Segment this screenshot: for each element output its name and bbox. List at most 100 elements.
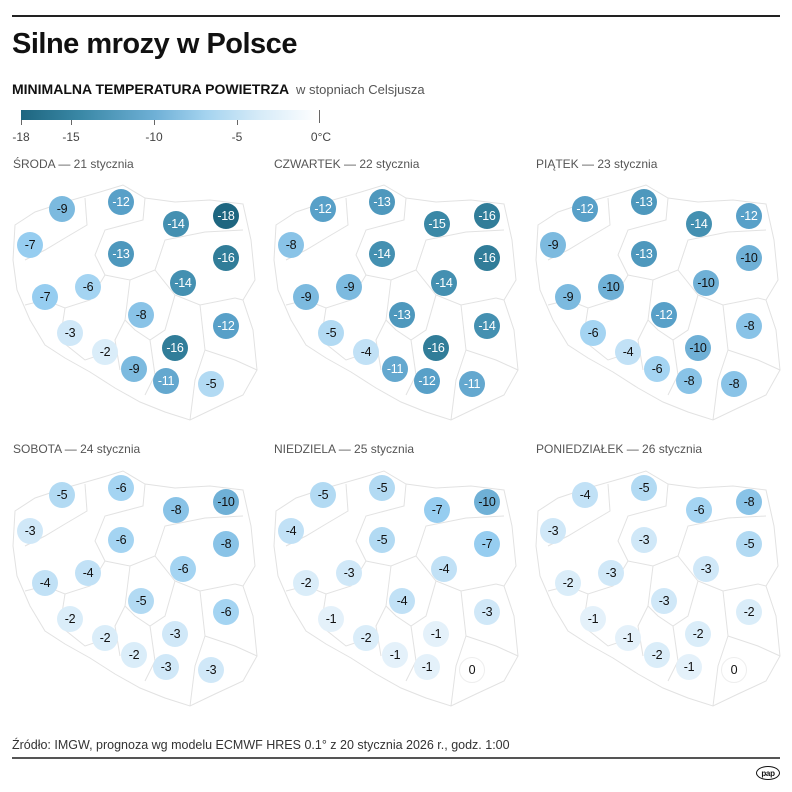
temperature-marker: -16 [213,245,239,271]
panel-title: PONIEDZIAŁEK — 26 stycznia [536,442,703,456]
temperature-marker: -12 [572,196,598,222]
subtitle-strong: MINIMALNA TEMPERATURA POWIETRZA [12,81,290,97]
temperature-marker: -14 [369,241,395,267]
legend-tick [21,120,22,125]
temperature-marker: -2 [685,621,711,647]
panel-title: ŚRODA — 21 stycznia [13,157,134,171]
temperature-marker: -12 [651,302,677,328]
panel-title: PIĄTEK — 23 stycznia [536,157,658,171]
color-legend: -18 -15 -10 -5 0°C [12,110,331,150]
temperature-marker: -6 [108,475,134,501]
temperature-marker: -12 [213,313,239,339]
temperature-marker: -8 [213,531,239,557]
temperature-marker: -5 [310,482,336,508]
temperature-marker: -15 [424,211,450,237]
temperature-marker: -3 [598,560,624,586]
temperature-marker: -13 [108,241,134,267]
temperature-marker: -14 [686,211,712,237]
temperature-marker: -7 [424,497,450,523]
temperature-map: -12 -13 -14 -12 -9 -13 -10 -10 -10 -9 -12 -8 -6 -4 -10… [528,180,790,430]
temperature-marker: -8 [163,497,189,523]
temperature-marker: -2 [353,625,379,651]
temperature-marker: -4 [572,482,598,508]
top-rule [12,15,780,17]
temperature-marker: -8 [736,313,762,339]
temperature-marker: -2 [644,642,670,668]
temperature-marker: -9 [49,196,75,222]
temperature-marker: -6 [580,320,606,346]
temperature-marker: -6 [75,274,101,300]
legend-label: -5 [231,130,243,144]
temperature-marker: -4 [431,556,457,582]
temperature-marker: -9 [336,274,362,300]
temperature-marker: -6 [108,527,134,553]
temperature-marker: -16 [162,335,188,361]
pap-logo: pap [756,766,780,780]
temperature-marker: 0 [459,657,485,683]
temperature-marker: -3 [57,320,83,346]
temperature-marker: -1 [580,606,606,632]
temperature-marker: -13 [389,302,415,328]
panel-title: NIEDZIELA — 25 stycznia [274,442,415,456]
temperature-marker: -1 [615,625,641,651]
legend-gradient-bar [21,110,319,120]
temperature-marker: -16 [474,245,500,271]
temperature-marker: -2 [92,625,118,651]
panel-title: SOBOTA — 24 stycznia [13,442,141,456]
temperature-marker: -1 [676,654,702,680]
temperature-marker: -10 [474,489,500,515]
temperature-marker: -4 [75,560,101,586]
temperature-marker: -12 [414,368,440,394]
temperature-marker: -6 [213,599,239,625]
temperature-marker: -14 [474,313,500,339]
temperature-marker: -3 [651,588,677,614]
temperature-marker: 0 [721,657,747,683]
temperature-marker: -8 [676,368,702,394]
temperature-marker: -12 [310,196,336,222]
subtitle: MINIMALNA TEMPERATURA POWIETRZA w stopni… [12,81,425,97]
temperature-marker: -14 [431,270,457,296]
temperature-marker: -3 [336,560,362,586]
temperature-marker: -13 [369,189,395,215]
legend-tick [237,120,238,125]
temperature-marker: -2 [555,570,581,596]
legend-tick [154,120,155,125]
temperature-marker: -5 [369,475,395,501]
temperature-marker: -4 [353,339,379,365]
legend-label: -10 [145,130,163,144]
temperature-marker: -6 [170,556,196,582]
temperature-marker: -6 [644,356,670,382]
legend-label: 0°C [310,130,332,144]
temperature-marker: -8 [128,302,154,328]
legend-tick [71,120,72,125]
temperature-map: -5 -6 -8 -10 -3 -6 -8 -4 -6 -4 -5 -6 -2 -2 -3 -2 -3 -3 [5,466,267,716]
temperature-marker: -2 [121,642,147,668]
temperature-marker: -8 [721,371,747,397]
temperature-marker: -11 [459,371,485,397]
temperature-marker: -5 [631,475,657,501]
temperature-marker: -2 [736,599,762,625]
temperature-marker: -7 [474,531,500,557]
panel-title: CZWARTEK — 22 stycznia [274,157,420,171]
temperature-marker: -1 [414,654,440,680]
legend-label: -18 [12,130,30,144]
temperature-map: -4 -5 -6 -8 -3 -3 -5 -3 -3 -2 -3 -2 -1 -1 -2 -2 -1 0 [528,466,790,716]
temperature-marker: -13 [631,189,657,215]
temperature-marker: -3 [153,654,179,680]
temperature-marker: -14 [170,270,196,296]
temperature-marker: -7 [17,232,43,258]
temperature-marker: -9 [540,232,566,258]
temperature-marker: -5 [736,531,762,557]
source-note: Źródło: IMGW, prognoza wg modelu ECMWF H… [12,738,510,752]
temperature-marker: -16 [423,335,449,361]
temperature-marker: -8 [736,489,762,515]
temperature-marker: -5 [369,527,395,553]
temperature-marker: -5 [49,482,75,508]
temperature-marker: -5 [318,320,344,346]
temperature-marker: -10 [685,335,711,361]
legend-tick-zero [319,110,320,123]
temperature-marker: -11 [153,368,179,394]
temperature-marker: -11 [382,356,408,382]
temperature-marker: -3 [474,599,500,625]
temperature-map: -12 -13 -15 -16 -8 -14 -16 -9 -14 -9 -13 -14 -5 -4 -16… [266,180,528,430]
